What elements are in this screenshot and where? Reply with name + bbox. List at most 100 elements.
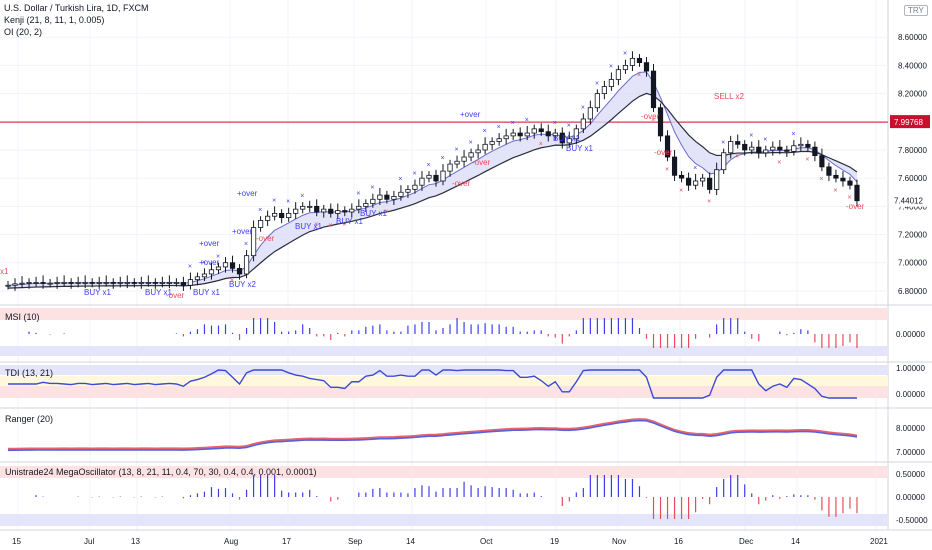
time-axis[interactable]: 15 Jul 13 Aug 17 Sep 14 Oct 19 Nov 16 Dec 14 2021 [12,537,888,546]
candle-body [279,212,285,219]
symbol-title[interactable]: U.S. Dollar / Turkish Lira, 1D, FXCM [4,3,149,13]
candle-body [447,163,453,172]
signal-cross-marker: × [441,155,445,162]
ranger-legend[interactable]: Ranger (20) [5,414,54,424]
candle-body [685,177,692,186]
kenji-band-fill [8,72,857,289]
candle-body [26,282,32,284]
candle-body [594,93,600,109]
currency-badge[interactable]: TRY [904,5,928,16]
candle-body [54,282,60,284]
signal-cross-marker: × [202,259,206,266]
signal-label: -over [641,112,660,121]
time-tick-label: Dec [739,537,753,546]
indicator-tick-label: 0.00000 [896,390,925,399]
tdi-legend[interactable]: TDI (13, 21) [5,368,54,378]
signal-cross-marker: × [258,207,262,214]
price-axis[interactable]: 8.60000 8.40000 8.20000 8.00000 7.80000 7.600… [890,33,930,525]
mega-upper-band [0,466,888,478]
signal-label: BUY x1 [553,134,581,143]
candle-body [517,132,523,137]
time-tick-label: 16 [674,537,683,546]
price-tick-label: 8.40000 [898,61,927,70]
candle-body [833,174,839,179]
signal-cross-marker: × [805,156,809,163]
candle-body [328,208,334,214]
signal-cross-marker: × [398,176,402,183]
candle-body [749,146,755,151]
candle-body [243,255,250,275]
candle-body [5,284,11,287]
candle-body [405,189,411,193]
candle-body [265,215,271,221]
signal-cross-marker: × [553,120,557,127]
grid-lines [0,0,932,531]
signal-cross-marker: × [847,194,851,201]
signal-label: +over [460,110,481,119]
oi-legend[interactable]: OI (20, 2) [4,27,43,37]
msi-overbought-band [0,308,888,320]
indicator-tick-label: 0.00000 [896,493,925,502]
signal-cross-marker: × [791,131,795,138]
candle-body [784,149,790,152]
candle-body [475,149,481,154]
time-tick-label: Nov [612,537,626,546]
signal-cross-marker: × [679,187,683,194]
candle-body [524,132,530,137]
signal-label: BUY x1 [84,288,112,297]
candle-body [19,282,25,285]
candle-body [791,145,797,152]
tdi-lower-band [0,386,888,398]
signal-label: -over [472,158,491,167]
candle-body [770,146,776,151]
kenji-legend[interactable]: Kenji (21, 8, 11, 1, 0.005) [4,15,105,25]
candle-body [335,210,341,214]
candle-body [714,169,720,190]
signal-label: +over [199,239,220,248]
signal-cross-marker: × [623,51,627,58]
price-pane[interactable]: × × × × × × × × × × × × × × × × × × × × × × × × × × × × × × × × × × × × × × × ×… [0,51,888,291]
candle-body [622,65,629,71]
signal-cross-marker: × [412,171,416,178]
price-tick-label: 8.20000 [898,90,927,99]
price-tick-label: 8.60000 [898,33,927,42]
candle-body [300,205,306,210]
candle-body [215,266,222,271]
signal-label: -over [654,148,673,157]
signal-cross-marker: × [693,165,697,172]
mega-lower-band [0,514,888,526]
candle-body [531,128,537,134]
indicator-tick-label: 1.00000 [896,364,925,373]
candle-body [180,282,187,286]
candle-body [391,196,397,200]
price-tick-label: 7.00000 [898,259,927,268]
signal-cross-marker: × [370,185,374,192]
candle-body [47,282,53,285]
msi-oversold-band [0,346,888,356]
candle-body [671,156,678,176]
msi-legend[interactable]: MSI (10) [5,312,40,322]
ranger-line [7,418,858,450]
signal-cross-marker: × [455,147,459,154]
signal-label: BUY x1 [193,288,221,297]
signal-label: +over [237,189,258,198]
candle-body [314,205,320,213]
candle-body [12,283,18,286]
candle-body [257,220,264,228]
signal-cross-marker: × [286,199,290,206]
time-tick-label: Aug [224,537,238,546]
current-price-badge [890,193,930,207]
candle-body [103,282,109,284]
candle-body [82,282,88,284]
candle-body [580,118,586,130]
signal-cross-marker: × [721,140,725,147]
candle-body [664,135,671,158]
signal-cross-marker: × [833,187,837,194]
candle-body [552,132,558,137]
time-tick-label: Oct [480,537,493,546]
price-tick-label: 6.80000 [898,287,927,296]
mega-oscillator-legend[interactable]: Unistrade24 MegaOscillator (13, 8, 21, 1… [5,467,317,477]
signal-cross-marker: × [216,254,220,261]
